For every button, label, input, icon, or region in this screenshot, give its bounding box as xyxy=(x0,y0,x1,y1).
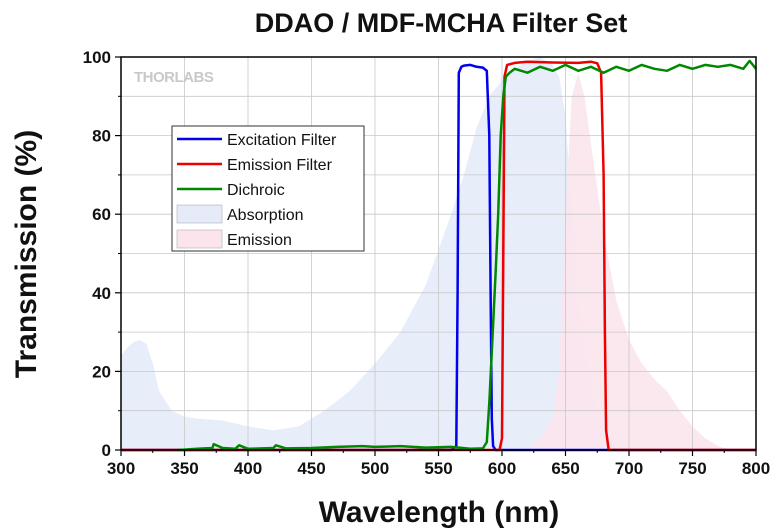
legend-label: Dichroic xyxy=(227,182,285,199)
x-tick-label: 650 xyxy=(551,459,579,478)
y-tick-label: 80 xyxy=(92,127,111,146)
x-tick-label: 350 xyxy=(170,459,198,478)
plot-area: THORLABS 300 350 400 450 500 550 600 650 700 750 8… xyxy=(83,48,771,478)
chart-title: DDAO / MDF-MCHA Filter Set xyxy=(255,8,628,38)
x-tick-label: 600 xyxy=(488,459,516,478)
x-axis-ticks: 300 350 400 450 500 550 600 650 700 750 800 xyxy=(107,450,770,478)
legend-label: Excitation Filter xyxy=(227,132,337,149)
y-tick-label: 20 xyxy=(92,362,111,381)
y-tick-label: 0 xyxy=(102,441,111,460)
x-tick-label: 700 xyxy=(615,459,643,478)
legend-label: Emission xyxy=(227,232,292,249)
y-tick-label: 40 xyxy=(92,284,111,303)
x-tick-label: 450 xyxy=(297,459,325,478)
y-tick-label: 60 xyxy=(92,205,111,224)
x-axis-title: Wavelength (nm) xyxy=(319,496,560,529)
x-tick-label: 550 xyxy=(424,459,452,478)
legend-swatch xyxy=(176,229,223,249)
x-tick-label: 800 xyxy=(742,459,770,478)
thorlabs-logo: THORLABS xyxy=(134,69,214,86)
x-tick-label: 750 xyxy=(678,459,706,478)
series-emission-area xyxy=(527,72,731,450)
legend-swatch xyxy=(176,204,223,224)
legend-label: Absorption xyxy=(227,207,304,224)
y-tick-label: 100 xyxy=(83,48,111,67)
legend: Excitation Filter Emission Filter Dichroic… xyxy=(171,125,365,252)
watermark-text: THORLABS xyxy=(134,69,214,86)
x-tick-label: 500 xyxy=(361,459,389,478)
series-dichroic-line xyxy=(178,59,757,452)
legend-label: Emission Filter xyxy=(227,157,333,174)
series-emission-filter-line xyxy=(121,60,756,452)
y-axis-title: Transmission (%) xyxy=(10,130,43,378)
x-tick-label: 300 xyxy=(107,459,135,478)
y-axis-ticks: 0 20 40 60 80 100 xyxy=(83,48,121,460)
x-tick-label: 400 xyxy=(234,459,262,478)
